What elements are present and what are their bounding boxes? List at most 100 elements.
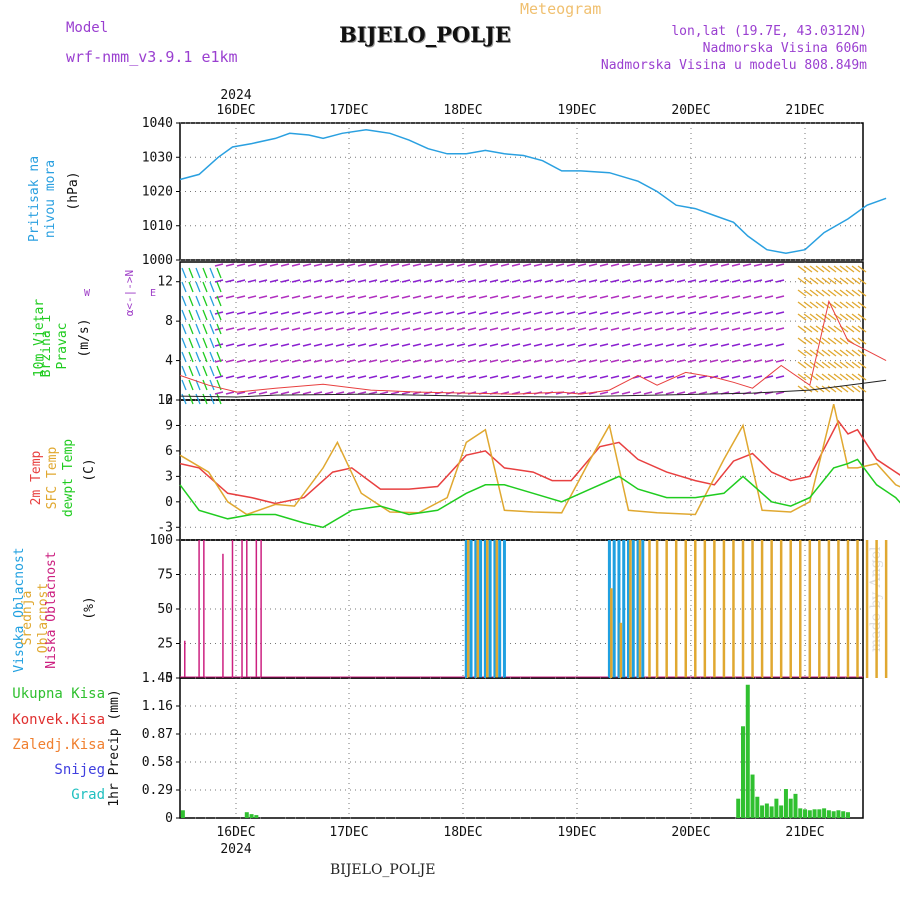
wind-barb bbox=[368, 343, 378, 347]
wind-barb bbox=[632, 327, 642, 331]
wind-barb bbox=[845, 289, 855, 297]
wind-barb bbox=[797, 289, 807, 297]
precip-bar bbox=[774, 798, 779, 818]
y-tick-label: 1.16 bbox=[142, 699, 173, 714]
y-tick-label: 25 bbox=[157, 637, 173, 652]
wind-barb bbox=[577, 279, 587, 283]
wind-barb bbox=[434, 311, 444, 315]
wind-barb bbox=[202, 267, 208, 279]
wind-barb bbox=[857, 337, 867, 345]
wind-barb bbox=[566, 327, 576, 331]
wind-barb bbox=[839, 385, 849, 393]
wind-barb bbox=[845, 373, 855, 381]
wind-barb bbox=[214, 391, 224, 395]
wind-barb bbox=[621, 295, 631, 299]
precip-bar bbox=[822, 808, 827, 818]
wind-barb bbox=[412, 359, 422, 363]
wind-barb bbox=[698, 311, 708, 315]
wind-barb bbox=[839, 313, 849, 321]
wind-barb bbox=[621, 327, 631, 331]
wind-barb bbox=[522, 263, 532, 267]
wind-barb bbox=[809, 277, 819, 285]
wind-barb bbox=[522, 327, 532, 331]
wind-barb bbox=[195, 323, 201, 335]
wind-barb bbox=[665, 295, 675, 299]
wind-barb bbox=[833, 349, 843, 357]
wind-barb bbox=[489, 279, 499, 283]
wind-barb bbox=[202, 295, 208, 307]
wind-barb bbox=[500, 359, 510, 363]
wind-barb bbox=[225, 391, 235, 395]
wind-barb bbox=[821, 289, 831, 297]
wind-barb bbox=[803, 313, 813, 321]
wind-barb bbox=[577, 343, 587, 347]
wind-barb bbox=[195, 379, 201, 391]
wind-barb bbox=[815, 265, 825, 273]
wind-barb bbox=[423, 343, 433, 347]
wind-barb bbox=[544, 311, 554, 315]
wind-dir-e: E bbox=[150, 288, 157, 299]
wind-barb bbox=[357, 311, 367, 315]
wind-barb bbox=[511, 327, 521, 331]
wind-barb bbox=[845, 313, 855, 321]
wind-barb bbox=[445, 311, 455, 315]
wind-barb bbox=[676, 311, 686, 315]
precip-bar bbox=[807, 810, 812, 818]
wind-barb bbox=[445, 279, 455, 283]
wind-barb bbox=[401, 279, 411, 283]
wind-barb bbox=[202, 351, 208, 363]
wind-barb bbox=[258, 327, 268, 331]
wind-barb bbox=[764, 343, 774, 347]
wind-barb bbox=[809, 301, 819, 309]
wind-barb bbox=[216, 309, 222, 321]
wind-barb bbox=[797, 373, 807, 381]
wind-barb bbox=[247, 311, 257, 315]
y-tick-label: 1020 bbox=[142, 185, 173, 200]
wind-barb bbox=[467, 327, 477, 331]
x-tick-label-bottom: 20DEC bbox=[671, 825, 710, 840]
wind-barb bbox=[346, 375, 356, 379]
wind-barb bbox=[845, 265, 855, 273]
wind-barb bbox=[610, 359, 620, 363]
wind-barb bbox=[357, 375, 367, 379]
wind-barb bbox=[815, 325, 825, 333]
wind-barb bbox=[335, 327, 345, 331]
precip-bar bbox=[244, 812, 249, 818]
wind-barb bbox=[839, 277, 849, 285]
wind-barb bbox=[434, 359, 444, 363]
wind-barb bbox=[313, 311, 323, 315]
wind-barb bbox=[833, 361, 843, 369]
wind-barb bbox=[764, 359, 774, 363]
wind-barb bbox=[202, 281, 208, 293]
wind-barb bbox=[368, 279, 378, 283]
wind-barb bbox=[643, 391, 653, 395]
wind-barb bbox=[313, 359, 323, 363]
wind-barb bbox=[720, 327, 730, 331]
wind-barb bbox=[511, 359, 521, 363]
wind-barb bbox=[687, 311, 697, 315]
wind-barb bbox=[434, 295, 444, 299]
wind-barb bbox=[335, 343, 345, 347]
wind-barb bbox=[302, 295, 312, 299]
wind-barb bbox=[643, 375, 653, 379]
wind-barb bbox=[511, 279, 521, 283]
wind-barb bbox=[610, 391, 620, 395]
wind-barb bbox=[698, 327, 708, 331]
wind-barb bbox=[654, 359, 664, 363]
wind-barb bbox=[357, 343, 367, 347]
precip-bar bbox=[779, 805, 784, 818]
wind-barb bbox=[434, 263, 444, 267]
wind-barb bbox=[775, 359, 785, 363]
wind-barb bbox=[390, 343, 400, 347]
wind-barb bbox=[280, 359, 290, 363]
wind-barb bbox=[467, 359, 477, 363]
precip-bar bbox=[180, 810, 185, 818]
wind-barb bbox=[845, 301, 855, 309]
wind-barb bbox=[599, 343, 609, 347]
wind-barb bbox=[188, 295, 194, 307]
wind-barb bbox=[313, 279, 323, 283]
wind-barb bbox=[775, 311, 785, 315]
wind-barb bbox=[742, 327, 752, 331]
wind-barb bbox=[566, 295, 576, 299]
wind-barb bbox=[742, 343, 752, 347]
